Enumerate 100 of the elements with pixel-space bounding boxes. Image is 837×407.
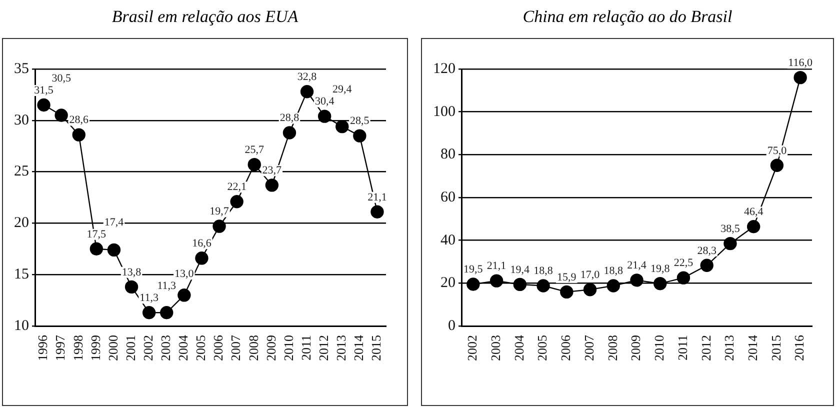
data-label: 28,6 — [69, 114, 89, 126]
point — [107, 243, 121, 257]
point — [630, 274, 644, 287]
x-tick-label: 2000 — [105, 335, 120, 361]
x-tick-label: 2006 — [210, 334, 226, 361]
y-tick-label: 40 — [440, 232, 456, 248]
x-tick-label: 2009 — [263, 335, 278, 361]
x-tick-label: 2016 — [792, 334, 807, 361]
data-label: 23,7 — [262, 164, 282, 177]
data-label: 19,7 — [210, 206, 230, 218]
data-label: 28,8 — [280, 112, 300, 124]
x-tick-label: 2008 — [604, 335, 620, 361]
data-label: 22,1 — [227, 181, 246, 194]
data-label: 22,5 — [674, 257, 694, 270]
data-label: 30,4 — [314, 96, 335, 108]
y-tick-label: 15 — [14, 266, 29, 283]
x-tick-label: 2011 — [674, 335, 690, 361]
x-tick-label: 2004 — [176, 334, 191, 361]
point — [124, 280, 138, 294]
data-label: 19,4 — [510, 264, 530, 276]
chart-title: China em relação ao do Brasil — [522, 6, 734, 28]
x-tick-label: 1996 — [35, 334, 50, 361]
point — [676, 271, 690, 284]
data-label: 17,5 — [86, 228, 107, 240]
data-label: 11,3 — [140, 292, 159, 304]
x-tick-label: 2010 — [652, 335, 667, 361]
x-tick-label: 2013 — [722, 335, 737, 361]
data-label: 21,1 — [368, 191, 387, 204]
data-label: 11,3 — [157, 280, 177, 292]
point — [90, 242, 104, 256]
x-tick-label: 2013 — [334, 335, 349, 361]
x-tick-label: 2007 — [581, 334, 596, 361]
point — [72, 128, 86, 142]
x-tick-label: 2010 — [280, 335, 296, 361]
point — [230, 195, 244, 208]
data-label: 21,4 — [627, 260, 647, 272]
data-label: 18,8 — [604, 265, 624, 278]
data-label: 29,4 — [332, 84, 352, 96]
chart-title: Brasil em relação aos EUA — [110, 6, 300, 28]
x-tick-label: 2003 — [488, 335, 503, 361]
x-tick-label: 2011 — [298, 335, 314, 361]
data-label: 75,0 — [767, 144, 788, 157]
y-tick-label: 10 — [14, 318, 29, 334]
x-tick-label: 2002 — [140, 335, 156, 361]
x-tick-label: 1997 — [52, 334, 68, 361]
data-label: 16,6 — [192, 238, 212, 250]
x-tick-label: 2001 — [122, 335, 138, 361]
point — [336, 120, 349, 134]
point — [770, 158, 784, 172]
x-tick-label: 2003 — [158, 335, 174, 361]
x-tick-label: 2002 — [464, 335, 480, 361]
y-tick-label: 30 — [14, 112, 29, 128]
point — [654, 276, 667, 290]
y-tick-label: 35 — [14, 60, 29, 77]
point — [794, 70, 807, 84]
point — [142, 306, 156, 320]
data-label: 18,8 — [534, 265, 554, 278]
point — [300, 85, 314, 98]
point — [318, 110, 332, 123]
point — [178, 288, 191, 302]
data-label: 32,8 — [297, 71, 318, 84]
y-tick-label: 20 — [14, 215, 29, 232]
x-tick-label: 2012 — [698, 335, 714, 361]
data-label: 13,0 — [174, 268, 194, 280]
point — [746, 220, 760, 234]
point — [490, 274, 504, 288]
point — [513, 278, 527, 292]
x-tick-label: 2012 — [316, 335, 331, 361]
data-label: 30,5 — [52, 72, 72, 84]
data-label: 116,0 — [788, 56, 813, 69]
point — [583, 282, 597, 296]
point — [370, 205, 384, 218]
x-tick-label: 2014 — [351, 334, 366, 361]
x-tick-label: 2005 — [534, 335, 550, 361]
y-tick-label: 25 — [14, 164, 29, 180]
point — [37, 98, 50, 112]
data-label: 25,7 — [244, 144, 264, 156]
point — [54, 108, 68, 122]
y-tick-label: 20 — [440, 275, 456, 292]
x-tick-label: 2007 — [228, 334, 244, 361]
data-label: 15,9 — [557, 271, 577, 284]
point — [536, 279, 550, 292]
data-label: 28,5 — [350, 115, 370, 128]
point — [724, 236, 737, 250]
x-tick-label: 2015 — [368, 335, 384, 361]
data-label: 13,8 — [122, 266, 142, 278]
point — [606, 279, 620, 292]
data-label: 28,3 — [697, 244, 717, 257]
point — [466, 278, 480, 291]
x-tick-label: 1999 — [88, 335, 103, 361]
data-label: 21,1 — [486, 260, 506, 272]
y-tick-label: 100 — [433, 104, 456, 120]
point — [265, 178, 279, 192]
data-label: 19,8 — [650, 262, 670, 275]
y-tick-label: 60 — [440, 189, 456, 206]
point — [700, 258, 714, 272]
x-tick-label: 2004 — [511, 334, 526, 361]
data-label: 31,5 — [34, 84, 54, 96]
data-label: 38,5 — [720, 222, 740, 235]
point — [195, 252, 208, 265]
